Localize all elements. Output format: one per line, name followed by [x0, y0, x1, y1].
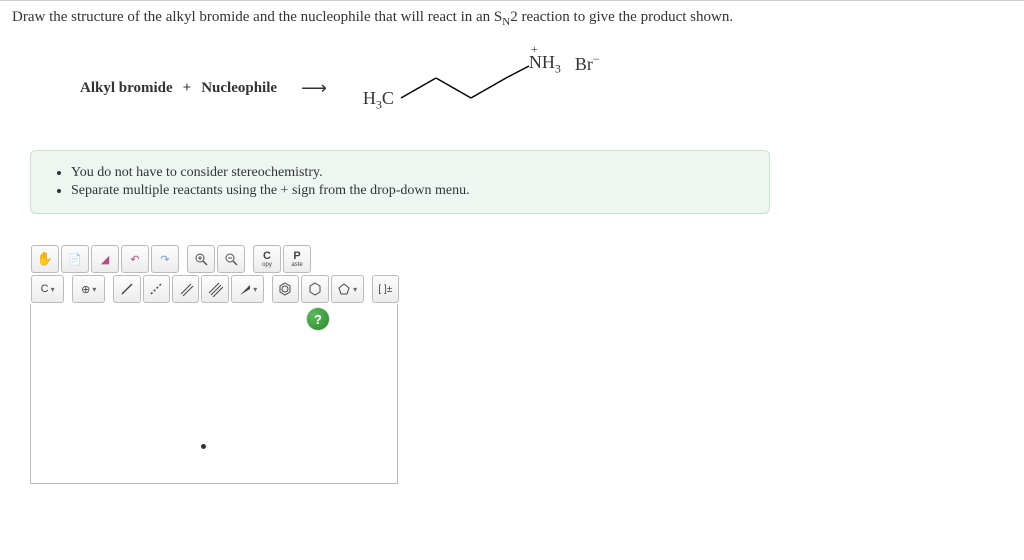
single-bond-button[interactable] [113, 275, 140, 303]
question-text: Draw the structure of the alkyl bromide … [0, 1, 1024, 38]
bracket-button[interactable]: [ ]± [372, 275, 399, 303]
structure-editor: ✋ 📄 ◢ ↶ ↷ Copy Paste C ⊕ [30, 244, 400, 484]
zoom-in-button[interactable] [187, 245, 215, 273]
reactant-1: Alkyl bromide [80, 80, 173, 97]
toolbar: ✋ 📄 ◢ ↶ ↷ Copy Paste C ⊕ [30, 244, 400, 304]
nh3-label: + NH3 [529, 52, 561, 77]
reaction-arrow: ⟶ [301, 78, 327, 99]
product-structure: H3C + NH3 Br− [361, 58, 641, 118]
help-button[interactable]: ? [307, 308, 329, 330]
copy-button[interactable]: Copy [253, 245, 281, 273]
reactant-2: Nucleophile [201, 80, 277, 97]
zoom-out-button[interactable] [217, 245, 245, 273]
undo-button[interactable]: ↶ [121, 245, 149, 273]
dashed-bond-button[interactable] [143, 275, 170, 303]
cyclopentane-button[interactable] [331, 275, 364, 303]
reaction-row: Alkyl bromide + Nucleophile ⟶ H3C + NH3 … [0, 38, 1024, 138]
question-suffix: 2 reaction to give the product shown. [510, 9, 733, 25]
drawing-canvas[interactable]: ? [30, 304, 398, 484]
triple-bond-button[interactable] [201, 275, 228, 303]
open-button[interactable]: 📄 [61, 245, 89, 273]
plus-sign: + [183, 80, 192, 97]
canvas-dot [201, 444, 206, 449]
benzene-button[interactable] [272, 275, 299, 303]
cyclohexane-button[interactable] [301, 275, 328, 303]
h3c-label: H3C [363, 88, 394, 113]
eraser-button[interactable]: ◢ [91, 245, 119, 273]
double-bond-button[interactable] [172, 275, 199, 303]
wedge-bond-button[interactable] [231, 275, 264, 303]
hand-tool-button[interactable]: ✋ [31, 245, 59, 273]
instructions-box: You do not have to consider stereochemis… [30, 150, 770, 214]
instruction-2: Separate multiple reactants using the + … [71, 183, 749, 199]
paste-button[interactable]: Paste [283, 245, 311, 273]
redo-button[interactable]: ↷ [151, 245, 179, 273]
atom-c-button[interactable]: C [31, 275, 64, 303]
br-label: Br− [575, 52, 600, 75]
instruction-1: You do not have to consider stereochemis… [71, 165, 749, 181]
question-prefix: Draw the structure of the alkyl bromide … [12, 9, 502, 25]
charge-button[interactable]: ⊕ [72, 275, 105, 303]
